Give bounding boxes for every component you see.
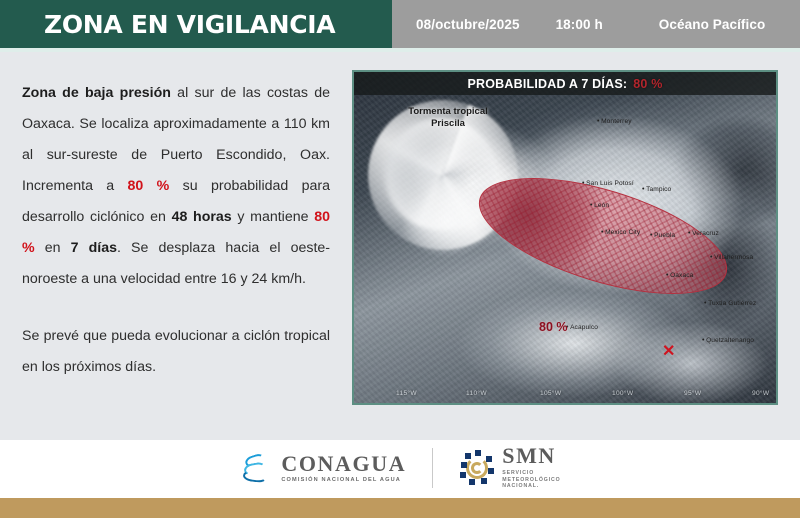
city-label: Quetzaltenango <box>702 337 754 344</box>
bulletin-paragraph-2: Se prevé que pueda evolucionar a ciclón … <box>22 328 330 375</box>
longitude-tick-label: 115°W <box>396 390 417 397</box>
water-drop-icon <box>239 450 273 486</box>
smn-subtitle-line3: NACIONAL. <box>502 483 540 490</box>
city-label: Acapulco <box>566 324 598 331</box>
probability-banner-value: 80 % <box>633 76 663 91</box>
probability-7d-value: 80 % <box>22 209 330 256</box>
city-label: Puebla <box>650 232 675 239</box>
p1-seg8: en <box>34 240 71 256</box>
bulletin-footer: CONAGUA COMISIÓN NACIONAL DEL AGUA SMN S… <box>0 440 800 518</box>
smn-logo: SMN SERVICIO METEOROLÓGICO NACIONAL. <box>459 445 560 490</box>
bulletin-content: Zona de baja presión al sur de las costa… <box>0 52 800 444</box>
cone-probability-label: 80 % <box>539 320 568 334</box>
city-label: Monterrey <box>597 118 632 125</box>
probability-48h-value: 80 % <box>127 178 170 194</box>
map-panel: PROBABILIDAD A 7 DÍAS: 80 % Tormenta tro… <box>352 70 800 444</box>
longitude-tick-label: 105°W <box>540 390 562 397</box>
header-meta: 08/octubre/2025 18:00 h Océano Pacífico <box>392 0 800 48</box>
disturbance-marker-icon: ✕ <box>662 343 676 360</box>
longitude-tick-label: 95°W <box>684 390 702 397</box>
smn-subtitle: SERVICIO METEOROLÓGICO NACIONAL. <box>502 470 560 490</box>
city-label: Mexico City <box>601 229 640 236</box>
smn-subtitle-line2: METEOROLÓGICO <box>502 476 561 483</box>
p1-seg10: . Se desplaza hacia el oeste-noroeste a … <box>22 240 331 287</box>
low-pressure-term: Zona de baja presión <box>22 85 171 101</box>
conagua-name: CONAGUA <box>281 450 407 476</box>
timeframe-7d: 7 días <box>70 240 118 256</box>
satellite-map[interactable]: PROBABILIDAD A 7 DÍAS: 80 % Tormenta tro… <box>352 70 778 405</box>
bulletin-header: ZONA EN VIGILANCIA 08/octubre/2025 18:00… <box>0 0 800 48</box>
probability-banner-label: PROBABILIDAD A 7 DÍAS: <box>467 76 628 91</box>
bulletin-paragraph-1: Zona de baja presión al sur de las costa… <box>22 78 330 295</box>
footer-accent-bar <box>0 498 800 518</box>
agency-logos: CONAGUA COMISIÓN NACIONAL DEL AGUA SMN S… <box>0 440 800 495</box>
logo-divider <box>432 447 434 488</box>
longitude-tick-label: 110°W <box>466 390 487 397</box>
city-label: Villahermosa <box>710 254 753 261</box>
page-title: ZONA EN VIGILANCIA <box>0 0 392 48</box>
probability-banner: PROBABILIDAD A 7 DÍAS: 80 % <box>354 72 776 95</box>
bulletin-text-panel: Zona de baja presión al sur de las costa… <box>0 70 352 444</box>
city-label: San Luis Potosí <box>582 180 634 187</box>
header-divider <box>0 48 800 52</box>
city-label: Tuxtla Gutiérrez <box>704 300 756 307</box>
storm-name-line2: Priscila <box>431 118 465 129</box>
bulletin-time: 18:00 h <box>555 16 603 32</box>
longitude-tick-label: 90°W <box>752 390 770 397</box>
smn-name: SMN <box>502 443 556 469</box>
p1-seg2: al sur de las costas de Oaxaca. Se local… <box>22 85 330 194</box>
timeframe-48h: 48 horas <box>171 209 232 225</box>
spiral-icon <box>459 449 495 486</box>
city-label: Veracruz <box>688 230 719 237</box>
storm-name-line1: Tormenta tropical <box>408 106 488 117</box>
bulletin-date: 08/octubre/2025 <box>416 16 520 32</box>
storm-name-label: Tormenta tropical Priscila <box>378 106 518 130</box>
city-label: Tampico <box>642 186 671 193</box>
smn-subtitle-line1: SERVICIO <box>502 470 535 477</box>
p1-seg4: su probabilidad para desarrollo ciclónic… <box>22 178 331 225</box>
p1-seg6: y mantiene <box>231 209 315 225</box>
longitude-tick-label: 100°W <box>612 390 634 397</box>
conagua-subtitle: COMISIÓN NACIONAL DEL AGUA <box>281 476 401 483</box>
city-label: Oaxaca <box>666 272 693 279</box>
bulletin-basin: Océano Pacífico <box>658 16 766 32</box>
conagua-logo: CONAGUA COMISIÓN NACIONAL DEL AGUA <box>239 450 406 486</box>
city-label: León <box>590 202 609 209</box>
